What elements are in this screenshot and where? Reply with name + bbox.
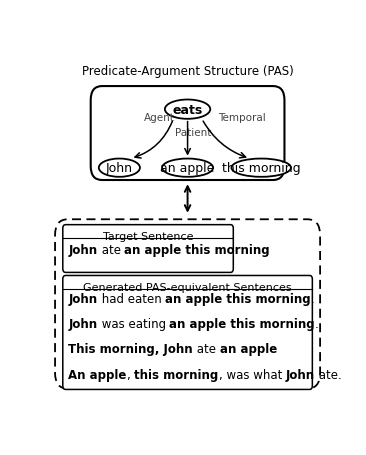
Ellipse shape (165, 100, 210, 120)
Text: Temporal: Temporal (218, 113, 265, 122)
Ellipse shape (162, 159, 213, 177)
Text: ,: , (127, 368, 134, 381)
Text: John: John (68, 318, 98, 330)
Text: .: . (311, 292, 314, 305)
Text: had eaten: had eaten (98, 292, 165, 305)
Text: eats: eats (172, 103, 203, 116)
Text: was eating: was eating (98, 318, 169, 330)
Text: John: John (68, 292, 98, 305)
Text: John: John (106, 162, 133, 175)
FancyBboxPatch shape (91, 87, 284, 181)
Text: an apple: an apple (160, 162, 215, 175)
Text: An apple: An apple (68, 368, 127, 381)
Text: John: John (68, 244, 98, 257)
Text: Generated PAS-equivalent Sentences: Generated PAS-equivalent Sentences (83, 282, 292, 292)
Text: Target Sentence: Target Sentence (103, 232, 193, 242)
Text: ate: ate (98, 244, 124, 257)
Text: this morning: this morning (222, 162, 300, 175)
Text: an apple this morning: an apple this morning (169, 318, 315, 330)
Text: an apple: an apple (220, 343, 277, 356)
Text: this morning: this morning (134, 368, 219, 381)
Text: John: John (286, 368, 315, 381)
Text: This morning, John: This morning, John (68, 343, 193, 356)
Text: .: . (315, 318, 319, 330)
Text: , was what: , was what (219, 368, 286, 381)
Text: Predicate-Argument Structure (PAS): Predicate-Argument Structure (PAS) (82, 65, 294, 78)
Text: ate.: ate. (315, 368, 341, 381)
FancyBboxPatch shape (55, 220, 320, 389)
FancyBboxPatch shape (63, 225, 233, 273)
Text: an apple this morning: an apple this morning (124, 244, 270, 257)
Text: ate: ate (193, 343, 220, 356)
FancyBboxPatch shape (63, 276, 312, 389)
Text: Agent: Agent (144, 113, 175, 122)
Text: Patient: Patient (175, 128, 212, 138)
Text: an apple this morning: an apple this morning (165, 292, 311, 305)
Ellipse shape (231, 159, 291, 177)
Ellipse shape (99, 159, 140, 177)
